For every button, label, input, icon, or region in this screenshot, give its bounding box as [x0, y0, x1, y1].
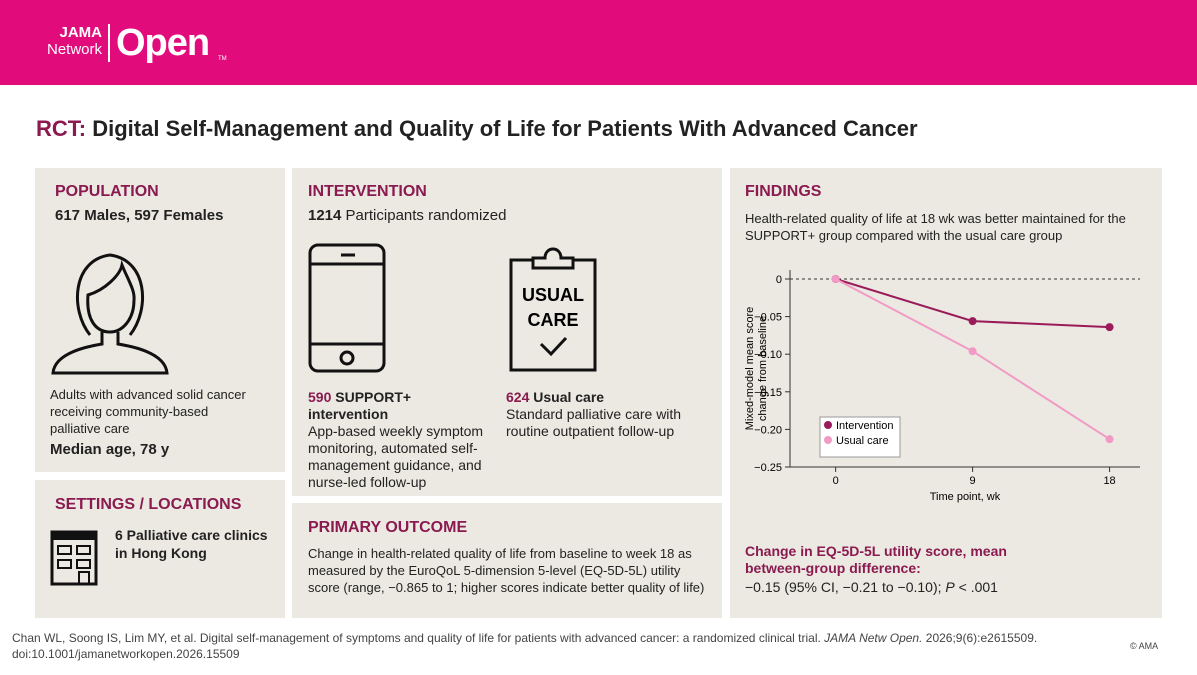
- citation: Chan WL, Soong IS, Lim MY, et al. Digita…: [12, 630, 1102, 662]
- logo-divider: [108, 24, 110, 62]
- randomized-text: Participants randomized: [345, 207, 507, 224]
- result: −0.15 (95% CI, −0.21 to −0.10); P < .001: [745, 579, 998, 595]
- logo-tm: TM: [218, 56, 227, 62]
- header: JAMA Network Open TM: [0, 0, 1197, 85]
- journal: JAMA Netw Open.: [824, 631, 923, 645]
- arm-number: 624: [506, 389, 530, 405]
- arm-description: Standard palliative care with routine ou…: [506, 406, 682, 439]
- arm-title: 624 Usual care: [506, 389, 706, 406]
- intervention-panel: INTERVENTION 1214 Participants randomize…: [292, 168, 722, 496]
- point: [968, 317, 977, 326]
- y-tick-label: −0.20: [754, 424, 782, 436]
- median-age: Median age, 78 y: [50, 441, 170, 458]
- legend-swatch: [824, 421, 832, 429]
- findings-panel: FINDINGS Health-related quality of life …: [730, 168, 1162, 618]
- legend-box: [819, 416, 901, 458]
- title-prefix: RCT:: [36, 116, 87, 141]
- clipboard-text: USUAL: [522, 285, 584, 305]
- copyright: © AMA: [1130, 641, 1159, 651]
- arm-name: Usual care: [533, 389, 605, 405]
- logo-network: Network: [46, 41, 102, 58]
- point: [831, 275, 840, 283]
- legend-swatch: [824, 436, 832, 444]
- randomized: 1214 Participants randomized: [308, 207, 506, 224]
- citation-details: 2026;9(6):e2615509. doi:10.1001/jamanetw…: [12, 631, 1038, 661]
- y-axis-label: change from baseline: [757, 316, 769, 421]
- y-tick-label: −0.05: [754, 312, 782, 324]
- result-p: P: [945, 579, 955, 595]
- title: RCT: Digital Self-Management and Quality…: [36, 116, 918, 142]
- result-p-text: < .001: [954, 579, 998, 595]
- logo-open: Open: [116, 22, 210, 64]
- result-heading: Change in EQ-5D-5L utility score, mean b…: [745, 543, 1007, 576]
- settings-text: 6 Palliative care clinics in Hong Kong: [115, 527, 268, 561]
- heading: SETTINGS / LOCATIONS: [55, 496, 242, 513]
- y-tick-label: 0: [776, 274, 782, 286]
- outcome-text: Change in health-related quality of life…: [308, 546, 705, 595]
- x-axis-label: Time point, wk: [930, 491, 1001, 503]
- heading: PRIMARY OUTCOME: [308, 519, 468, 536]
- y-tick-label: −0.15: [754, 387, 782, 399]
- building-icon: [50, 530, 98, 586]
- clipboard-text: CARE: [527, 310, 578, 330]
- description: Adults with advanced solid cancer receiv…: [50, 387, 246, 436]
- heading: FINDINGS: [745, 183, 822, 200]
- heading: INTERVENTION: [308, 183, 427, 200]
- summary: 617 Males, 597 Females: [55, 207, 224, 224]
- y-tick-label: −0.10: [754, 349, 782, 361]
- settings-panel: SETTINGS / LOCATIONS 6 Palliative care c…: [35, 480, 285, 618]
- x-tick-label: 18: [1103, 475, 1115, 487]
- series-line: [835, 278, 1111, 441]
- legend-label: Usual care: [836, 435, 889, 447]
- y-axis-label: Mixed-model mean score: [744, 307, 756, 431]
- point: [1105, 435, 1114, 444]
- x-tick-label: 0: [833, 475, 839, 487]
- person-icon: [51, 253, 169, 375]
- citation-text: Chan WL, Soong IS, Lim MY, et al. Digita…: [12, 631, 825, 645]
- x-tick-label: 9: [970, 475, 976, 487]
- logo-jama: JAMA: [59, 24, 102, 41]
- title-text: Digital Self-Management and Quality of L…: [92, 116, 918, 141]
- clipboard-icon: USUAL CARE: [509, 247, 597, 372]
- result-text: −0.15 (95% CI, −0.21 to −0.10);: [745, 579, 946, 595]
- randomized-number: 1214: [308, 207, 342, 224]
- y-tick-label: −0.25: [754, 462, 782, 474]
- findings-text: Health-related quality of life at 18 wk …: [745, 211, 1126, 243]
- outcome-panel: PRIMARY OUTCOME Change in health-related…: [292, 503, 722, 618]
- arm-number: 590: [308, 389, 332, 405]
- arm-description: App-based weekly symptom monitoring, aut…: [308, 423, 484, 490]
- heading: POPULATION: [55, 183, 159, 200]
- arm-title: 590 SUPPORT+ intervention: [308, 389, 493, 423]
- arm-name: SUPPORT+ intervention: [308, 389, 412, 422]
- legend-label: Intervention: [836, 420, 893, 432]
- population-panel: POPULATION 617 Males, 597 Females Adults…: [35, 168, 285, 472]
- point: [1105, 323, 1114, 332]
- point: [968, 347, 977, 356]
- phone-icon: [308, 243, 386, 373]
